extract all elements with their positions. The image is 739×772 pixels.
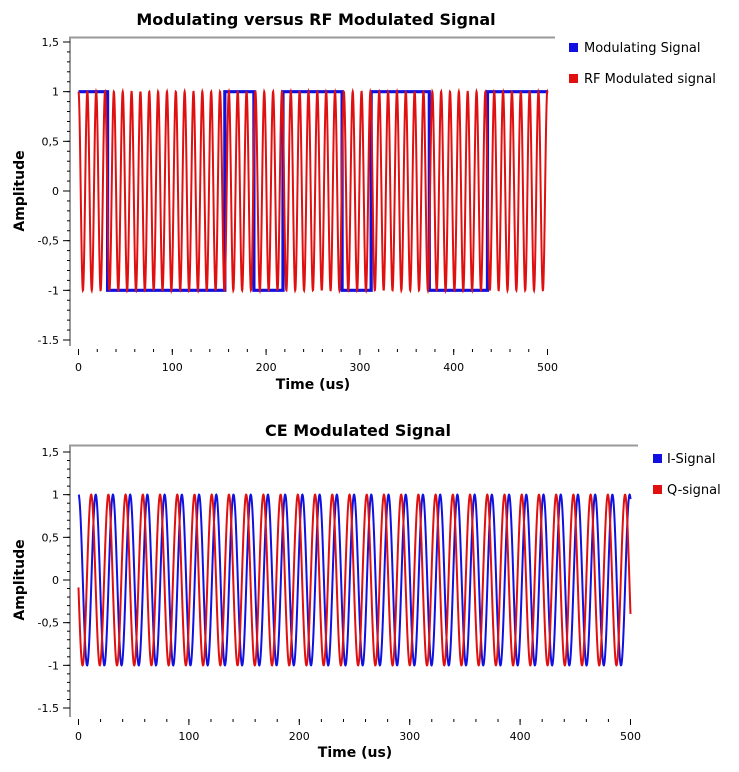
x-axis-label: Time (us) [318,745,392,761]
series-line-modulating [78,90,548,292]
y-axis-ticks: 1,5 1 0,5 0 -0,5 -1 -1.5 [38,446,70,715]
legend-swatch-q-signal [653,485,662,494]
y-tick-label: 0,5 [42,135,60,148]
y-tick-label: 0 [52,185,59,198]
legend-label-rf: RF Modulated signal [584,72,716,87]
y-axis-label: Amplitude [12,150,28,231]
legend-swatch-rf [569,74,578,83]
y-tick-label: 1,5 [42,36,60,49]
x-tick-label: 400 [510,730,531,743]
series-line-rf [77,87,549,295]
legend: Modulating Signal RF Modulated signal [569,41,716,87]
x-tick-label: 400 [443,361,464,374]
x-tick-label: 500 [620,730,641,743]
y-tick-label: 1,5 [42,446,60,459]
legend-item-rf[interactable]: RF Modulated signal [569,72,716,87]
y-tick-label: -1.5 [38,334,59,347]
y-tick-label: -0,5 [38,617,59,630]
chart-title: CE Modulated Signal [265,421,451,440]
y-tick-label: 0 [52,574,59,587]
legend-label-q-signal: Q-signal [667,483,721,498]
x-tick-label: 100 [178,730,199,743]
chart-title: Modulating versus RF Modulated Signal [136,10,495,29]
x-axis-ticks: 0 100 200 300 400 500 [75,719,641,743]
x-tick-label: 200 [289,730,310,743]
x-axis-ticks: 0 100 200 300 400 500 [75,349,558,374]
x-tick-label: 100 [162,361,183,374]
x-axis-label: Time (us) [276,377,350,393]
x-tick-label: 200 [256,361,277,374]
plot-series [77,493,632,667]
legend: I-Signal Q-signal [653,452,721,498]
y-tick-label: -1 [48,284,59,297]
y-tick-label: 1 [52,86,59,99]
plot-series [77,87,549,295]
legend-item-modulating[interactable]: Modulating Signal [569,41,701,56]
x-tick-label: 300 [399,730,420,743]
chart-modulating-vs-rf: Modulating versus RF Modulated Signal 1,… [12,10,716,393]
series-line-q_signal [77,493,632,667]
y-tick-label: -1.5 [38,702,59,715]
y-tick-label: 0,5 [42,531,60,544]
plot-frame [69,444,638,717]
legend-item-i-signal[interactable]: I-Signal [653,452,715,467]
legend-item-q-signal[interactable]: Q-signal [653,483,721,498]
legend-swatch-i-signal [653,454,662,463]
plot-frame [69,36,555,346]
chart-ce-modulated: CE Modulated Signal 1,5 1 0,5 0 -0,5 -1 -1.5 0… [12,421,721,761]
x-tick-label: 0 [75,730,82,743]
legend-label-i-signal: I-Signal [667,452,715,467]
x-tick-label: 0 [75,361,82,374]
y-tick-label: 1 [52,489,59,502]
legend-swatch-modulating [569,43,578,52]
x-tick-label: 500 [537,361,558,374]
y-tick-label: -0,5 [38,235,59,248]
y-axis-ticks: 1,5 1 0,5 0 -0,5 -1 -1.5 [38,36,70,347]
x-tick-label: 300 [349,361,370,374]
y-tick-label: -1 [48,659,59,672]
legend-label-modulating: Modulating Signal [584,41,701,56]
y-axis-label: Amplitude [12,539,28,620]
